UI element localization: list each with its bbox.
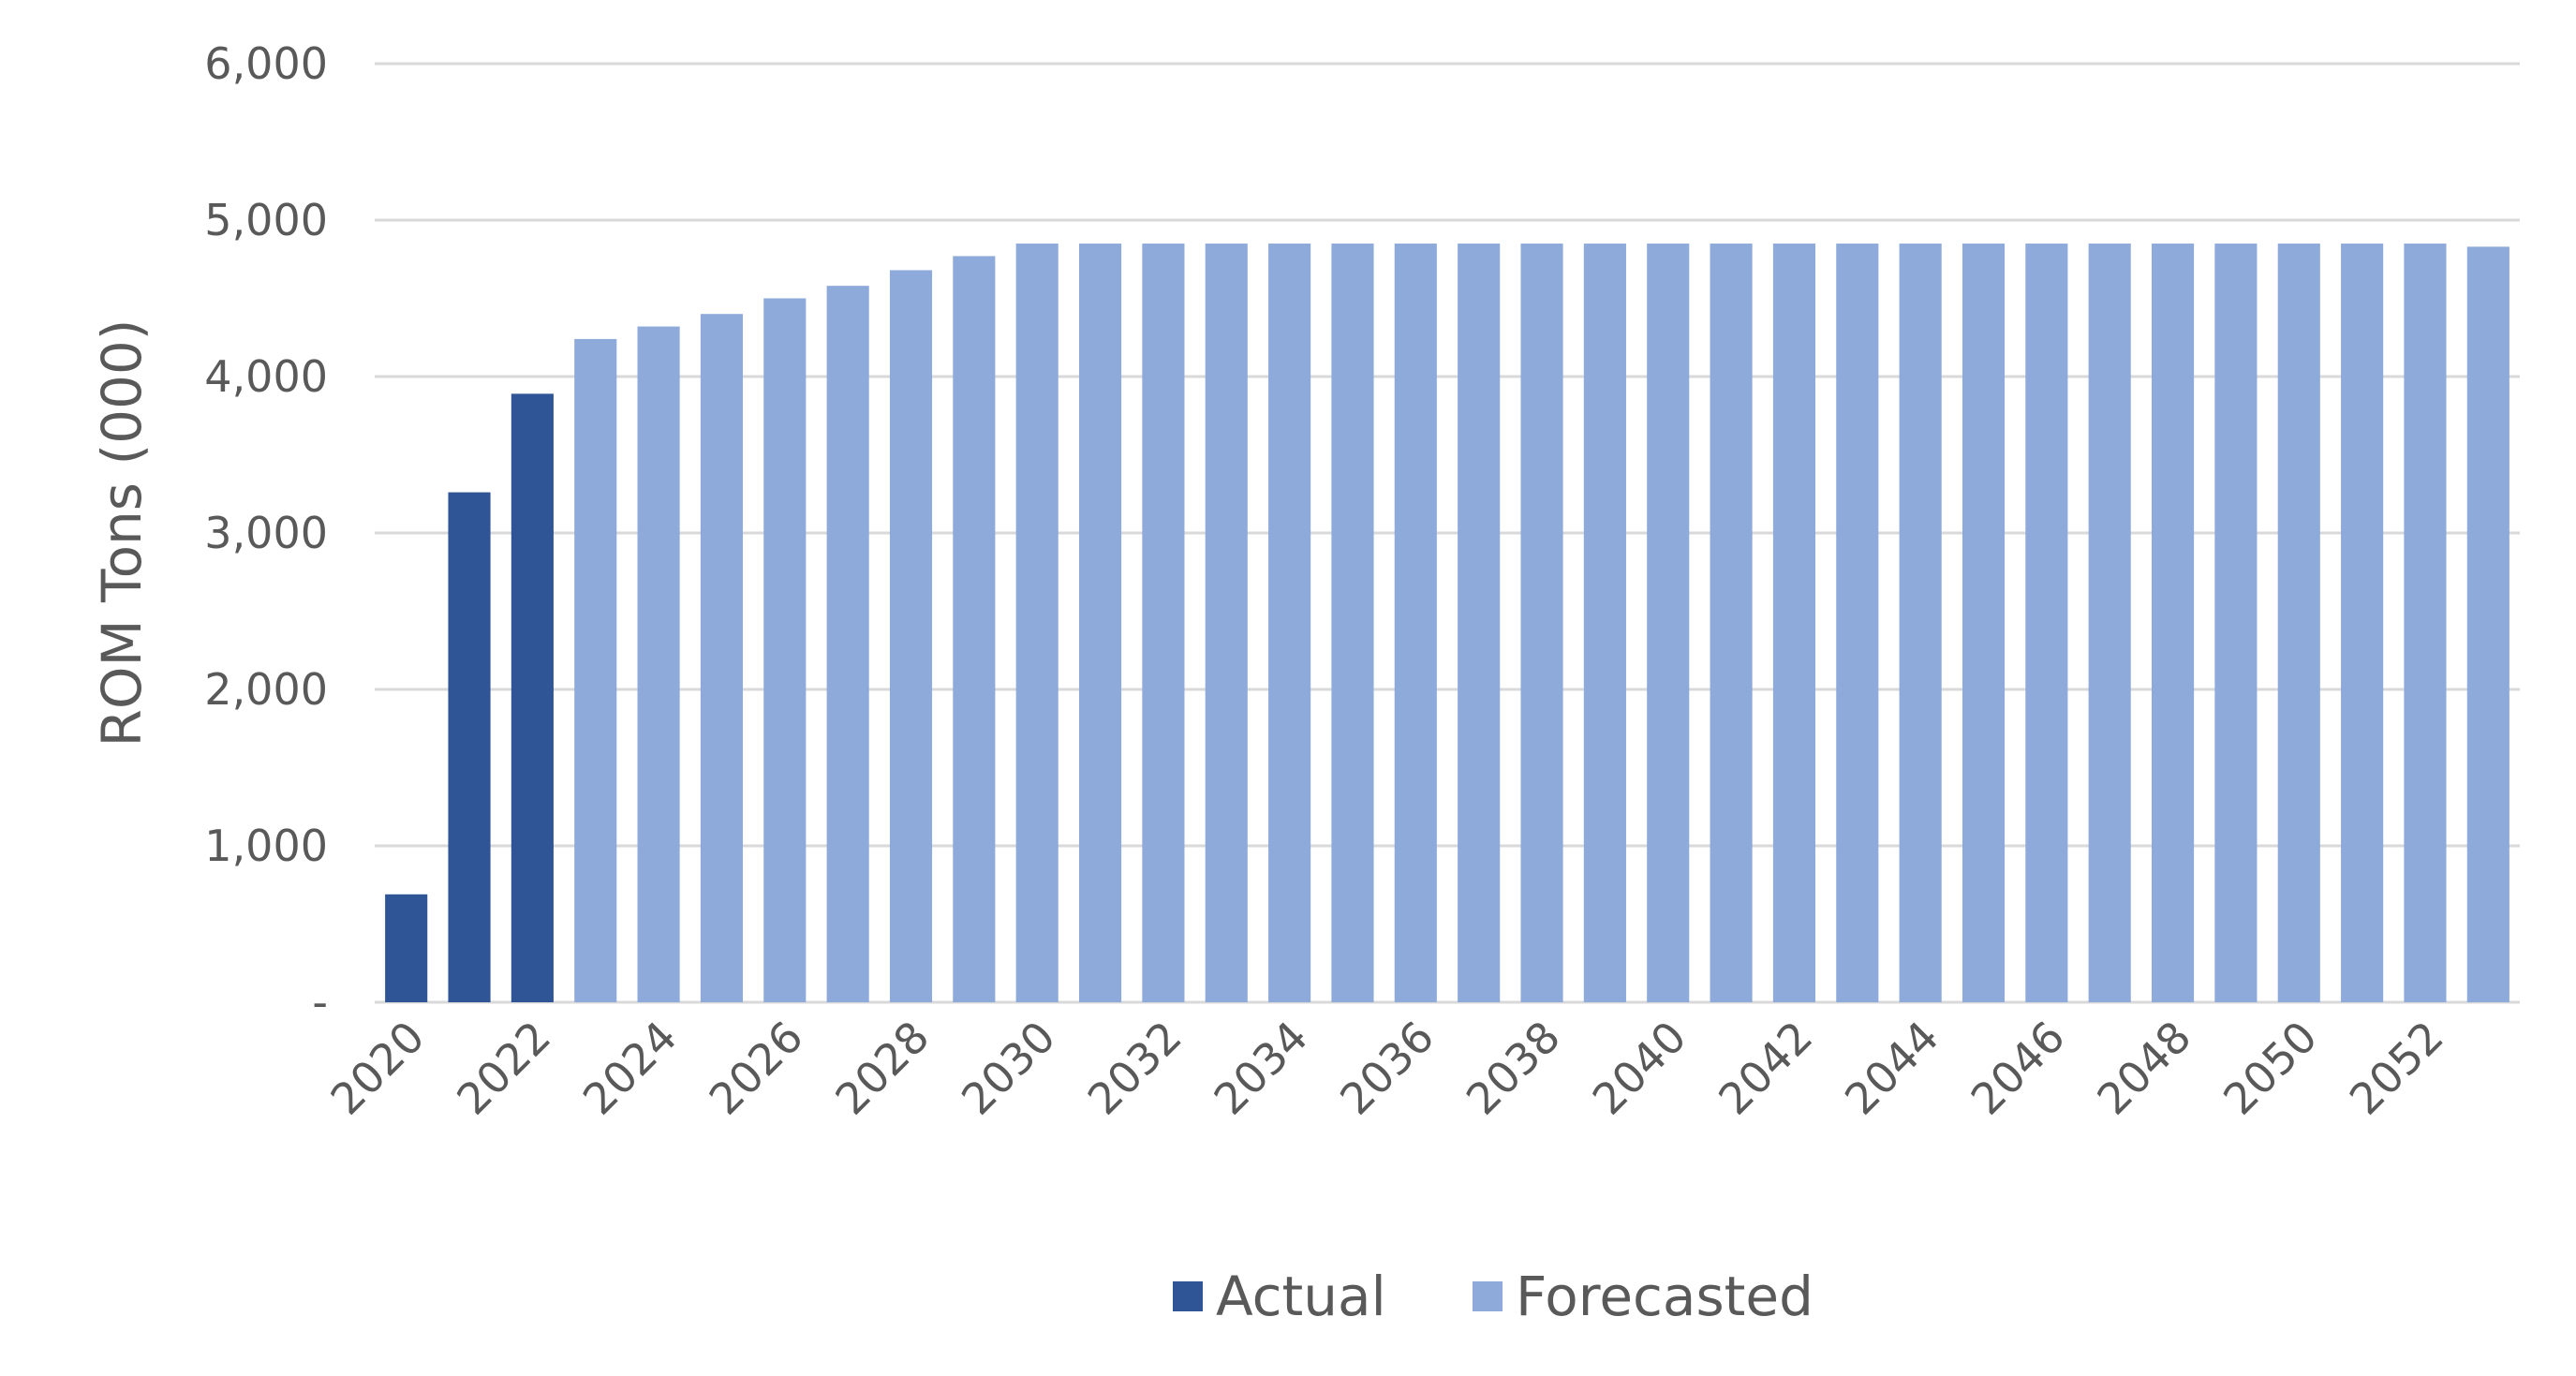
gridlines (375, 62, 2520, 1004)
legend: Actual Forecasted (1173, 1265, 1814, 1328)
bar-forecasted-2037 (1458, 244, 1501, 1002)
bar-forecasted-2024 (637, 326, 680, 1002)
y-axis-ticks: - 1,000 2,000 3,000 4,000 5,000 6,000 (204, 38, 328, 1028)
y-tick-label: 1,000 (204, 821, 328, 871)
x-tick-label: 2044 (1835, 1012, 1948, 1125)
bar-forecasted-2038 (1520, 244, 1563, 1002)
y-tick-label: 5,000 (204, 195, 328, 245)
x-tick-label: 2030 (952, 1012, 1065, 1125)
bar-actual-2021 (448, 492, 491, 1002)
bar-forecasted-2039 (1583, 244, 1626, 1002)
bars (385, 244, 2509, 1002)
bar-forecasted-2029 (953, 256, 996, 1002)
x-tick-label: 2036 (1330, 1012, 1443, 1125)
bar-forecasted-2048 (2151, 244, 2195, 1002)
bar-forecasted-2035 (1331, 244, 1374, 1002)
y-tick-label: 3,000 (204, 508, 328, 558)
x-tick-label: 2052 (2340, 1012, 2453, 1125)
bar-forecasted-2030 (1015, 244, 1059, 1002)
x-tick-label: 2024 (573, 1012, 687, 1125)
bar-forecasted-2046 (2025, 244, 2068, 1002)
x-tick-label: 2020 (320, 1012, 434, 1125)
bar-actual-2020 (385, 894, 428, 1002)
x-tick-label: 2050 (2213, 1012, 2327, 1125)
bar-forecasted-2041 (1710, 244, 1753, 1002)
x-tick-label: 2046 (1962, 1012, 2075, 1125)
legend-swatch-actual (1173, 1281, 1203, 1311)
x-tick-label: 2038 (1457, 1012, 1570, 1125)
bar-forecasted-2040 (1647, 244, 1690, 1002)
bar-forecasted-2045 (1962, 244, 2006, 1002)
bar-forecasted-2042 (1772, 244, 1816, 1002)
x-tick-label: 2032 (1078, 1012, 1192, 1125)
bar-forecasted-2025 (700, 314, 744, 1002)
bar-forecasted-2044 (1899, 244, 1942, 1002)
y-tick-label: 2,000 (204, 664, 328, 715)
bar-forecasted-2027 (826, 286, 869, 1002)
bar-forecasted-2051 (2341, 244, 2384, 1002)
bar-forecasted-2050 (2277, 244, 2320, 1002)
bar-forecasted-2034 (1268, 244, 1311, 1002)
bar-forecasted-2036 (1394, 244, 1437, 1002)
bar-forecasted-2028 (889, 270, 933, 1002)
y-tick-label: 6,000 (204, 38, 328, 89)
bar-forecasted-2049 (2214, 244, 2258, 1002)
x-tick-label: 2048 (2087, 1012, 2200, 1125)
bar-forecasted-2052 (2404, 244, 2447, 1002)
x-tick-label: 2040 (1583, 1012, 1696, 1125)
y-tick-label: 4,000 (204, 351, 328, 402)
x-axis-ticks: 2020 2022 2024 2026 2028 2030 2032 2034 2036 2038… (320, 1012, 2452, 1125)
legend-label-forecasted: Forecasted (1516, 1265, 1814, 1328)
bar-forecasted-2043 (1836, 244, 1879, 1002)
y-axis-title: ROM Tons (000) (90, 319, 154, 747)
bar-actual-2022 (511, 393, 554, 1002)
x-tick-label: 2026 (700, 1012, 813, 1125)
bar-forecasted-2023 (574, 338, 617, 1002)
x-tick-label: 2028 (825, 1012, 939, 1125)
x-tick-label: 2042 (1709, 1012, 1822, 1125)
bar-forecasted-2032 (1142, 244, 1185, 1002)
bar-forecasted-2031 (1078, 244, 1122, 1002)
legend-label-actual: Actual (1216, 1265, 1386, 1328)
legend-swatch-forecasted (1473, 1281, 1503, 1311)
x-tick-label: 2034 (1204, 1012, 1317, 1125)
bar-forecasted-2033 (1205, 244, 1248, 1002)
bar-forecasted-2047 (2088, 244, 2131, 1002)
x-tick-label: 2022 (447, 1012, 560, 1125)
bar-forecasted-2053 (2466, 246, 2509, 1002)
bar-forecasted-2026 (763, 298, 807, 1002)
y-tick-label: - (312, 977, 328, 1028)
